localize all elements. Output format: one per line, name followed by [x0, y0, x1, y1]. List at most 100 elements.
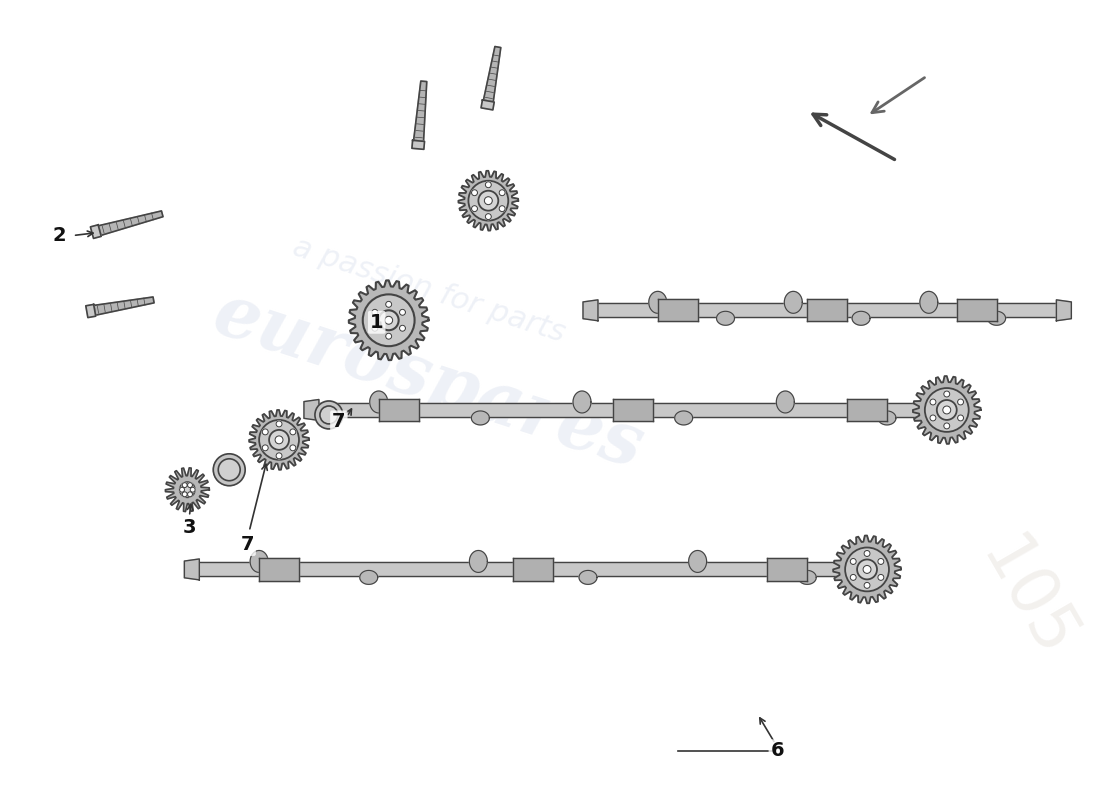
Circle shape	[183, 492, 187, 497]
Circle shape	[399, 326, 406, 331]
Circle shape	[213, 454, 245, 486]
Polygon shape	[867, 559, 882, 580]
Circle shape	[262, 445, 268, 451]
Polygon shape	[185, 559, 199, 580]
Polygon shape	[777, 391, 794, 413]
Polygon shape	[649, 291, 667, 314]
Polygon shape	[360, 570, 377, 584]
Polygon shape	[414, 81, 427, 142]
Polygon shape	[716, 311, 735, 326]
Circle shape	[857, 559, 877, 579]
Polygon shape	[94, 297, 154, 315]
Circle shape	[469, 181, 508, 221]
Text: 105: 105	[966, 528, 1087, 671]
Circle shape	[372, 310, 378, 315]
Circle shape	[845, 547, 889, 591]
Circle shape	[499, 190, 505, 196]
Circle shape	[276, 421, 282, 427]
Circle shape	[315, 401, 343, 429]
Polygon shape	[852, 311, 870, 326]
Circle shape	[260, 420, 299, 460]
Circle shape	[485, 182, 492, 188]
Polygon shape	[988, 311, 1005, 326]
Circle shape	[290, 429, 296, 435]
Circle shape	[944, 391, 949, 397]
Circle shape	[275, 436, 283, 444]
Text: 7: 7	[332, 413, 345, 431]
Circle shape	[958, 399, 964, 405]
Polygon shape	[98, 211, 163, 235]
Polygon shape	[483, 46, 500, 102]
Polygon shape	[304, 399, 319, 421]
Polygon shape	[920, 291, 938, 314]
Polygon shape	[799, 570, 816, 584]
Circle shape	[372, 326, 378, 331]
Circle shape	[878, 558, 883, 565]
Polygon shape	[947, 399, 961, 421]
Polygon shape	[784, 291, 802, 314]
Circle shape	[958, 415, 964, 421]
Text: 7: 7	[241, 535, 254, 554]
Circle shape	[183, 482, 187, 487]
Circle shape	[290, 445, 296, 451]
Circle shape	[320, 406, 338, 424]
Circle shape	[187, 482, 192, 487]
Circle shape	[484, 197, 493, 205]
Polygon shape	[472, 411, 490, 425]
Polygon shape	[878, 411, 895, 425]
Circle shape	[943, 406, 950, 414]
Polygon shape	[459, 170, 518, 230]
Circle shape	[386, 334, 392, 339]
Circle shape	[864, 566, 871, 574]
Polygon shape	[689, 550, 706, 573]
Circle shape	[937, 400, 957, 420]
Circle shape	[930, 399, 936, 405]
Polygon shape	[583, 300, 598, 321]
Circle shape	[850, 574, 856, 580]
Circle shape	[478, 190, 498, 210]
Polygon shape	[86, 305, 96, 318]
Circle shape	[187, 492, 192, 497]
Circle shape	[179, 487, 185, 492]
Circle shape	[850, 558, 856, 565]
Circle shape	[179, 482, 195, 498]
Circle shape	[218, 458, 240, 481]
Polygon shape	[833, 535, 901, 603]
Circle shape	[386, 302, 392, 307]
Polygon shape	[249, 410, 309, 470]
Circle shape	[944, 423, 949, 429]
Polygon shape	[470, 550, 487, 573]
Circle shape	[190, 487, 195, 492]
Circle shape	[925, 388, 969, 432]
Text: a passion for parts: a passion for parts	[288, 233, 569, 348]
Circle shape	[930, 415, 936, 421]
Polygon shape	[1056, 300, 1071, 321]
Text: eurospares: eurospares	[205, 277, 652, 483]
Polygon shape	[579, 570, 597, 584]
Circle shape	[385, 316, 393, 324]
Polygon shape	[165, 468, 209, 511]
Circle shape	[378, 310, 398, 330]
Circle shape	[363, 294, 415, 346]
Text: 1: 1	[370, 313, 384, 332]
Circle shape	[276, 453, 282, 458]
Text: 3: 3	[183, 518, 196, 537]
Circle shape	[485, 214, 492, 220]
Circle shape	[472, 206, 477, 212]
Circle shape	[399, 310, 406, 315]
Circle shape	[865, 582, 870, 588]
Circle shape	[270, 430, 289, 450]
Circle shape	[878, 574, 883, 580]
Polygon shape	[370, 391, 387, 413]
Polygon shape	[411, 140, 425, 150]
Text: 2: 2	[53, 226, 67, 245]
Circle shape	[865, 550, 870, 557]
Polygon shape	[481, 100, 494, 110]
Polygon shape	[573, 391, 591, 413]
Polygon shape	[250, 550, 268, 573]
Polygon shape	[913, 376, 981, 444]
Circle shape	[499, 206, 505, 212]
Text: 6: 6	[770, 742, 784, 760]
Polygon shape	[90, 225, 101, 238]
Circle shape	[472, 190, 477, 196]
